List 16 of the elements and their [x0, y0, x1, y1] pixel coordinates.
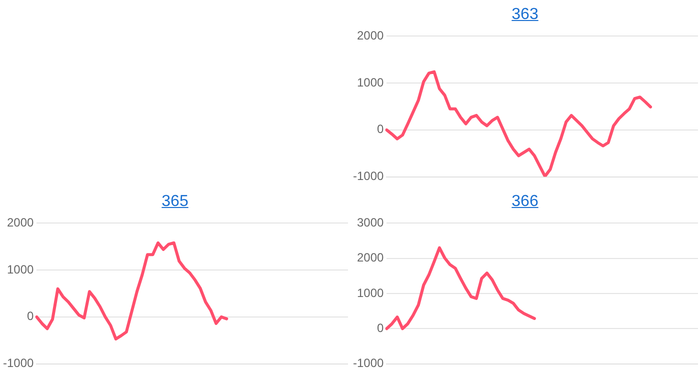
y-tick-label: 1000	[356, 286, 384, 300]
chart-title: 366	[510, 192, 540, 212]
y-tick-label: -1000	[352, 169, 384, 184]
chart-title: 363	[510, 5, 540, 25]
y-tick-label: 3000	[356, 216, 384, 230]
y-tick-label: 0	[27, 309, 34, 324]
y-tick-label: 1000	[6, 262, 34, 276]
y-tick-label: 2000	[6, 216, 34, 230]
chart-title: 365	[160, 192, 190, 212]
y-tick-label: -1000	[352, 356, 384, 370]
y-tick-label: 2000	[356, 28, 384, 43]
y-tick-label: -1000	[2, 356, 34, 370]
y-tick-label: 2000	[356, 250, 384, 265]
y-tick-label: 1000	[356, 75, 384, 90]
y-tick-label: 0	[377, 122, 384, 136]
y-tick-label: 0	[377, 320, 384, 335]
